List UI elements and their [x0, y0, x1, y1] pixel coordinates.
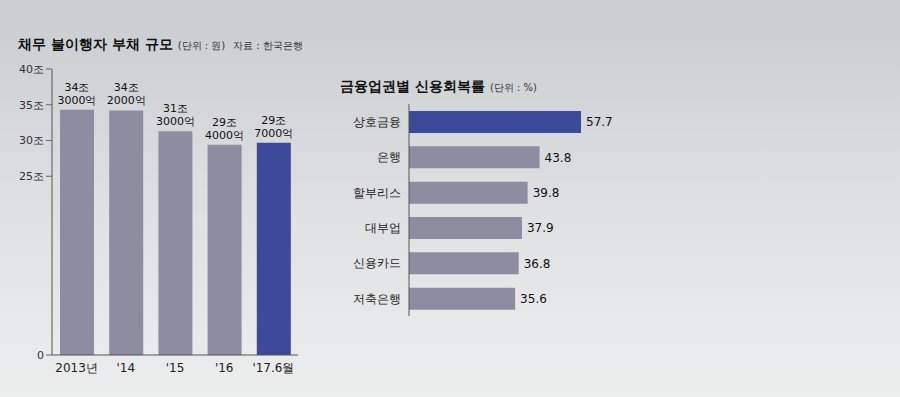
svg-text:'15: '15	[166, 361, 185, 375]
svg-text:43.8: 43.8	[545, 151, 572, 165]
svg-text:할부리스: 할부리스	[353, 186, 401, 200]
svg-text:0: 0	[37, 349, 44, 362]
svg-text:34조3000억: 34조3000억	[58, 81, 97, 107]
svg-text:35.6: 35.6	[520, 292, 547, 306]
svg-text:신용카드: 신용카드	[353, 256, 401, 270]
svg-text:37.9: 37.9	[527, 221, 554, 235]
svg-text:39.8: 39.8	[533, 186, 560, 200]
svg-text:29조7000억: 29조7000억	[254, 114, 293, 140]
svg-text:30조: 30조	[19, 134, 44, 147]
html-text:금융업권별 신용회복률 (단위 : %): 금융업권별 신용회복률 (단위 : %)	[340, 78, 537, 94]
svg-text:40조: 40조	[19, 63, 44, 76]
svg-text:36.8: 36.8	[524, 257, 551, 271]
svg-text:31조3000억: 31조3000억	[156, 102, 195, 128]
svg-text:34조2000억: 34조2000억	[107, 81, 146, 107]
svg-text:저축은행: 저축은행	[353, 292, 401, 306]
svg-text:상호금융: 상호금융	[353, 115, 401, 129]
svg-text:'17.6월: '17.6월	[252, 361, 294, 375]
svg-text:2013년: 2013년	[55, 361, 98, 375]
svg-text:35조: 35조	[19, 99, 44, 112]
svg-text:29조4000억: 29조4000억	[205, 116, 244, 142]
html-text:채무 불이행자 부채 규모 (단위 : 원): 채무 불이행자 부채 규모 (단위 : 원)	[18, 36, 226, 52]
svg-text:25조: 25조	[19, 170, 44, 183]
html-text:자료 : 한국은행: 자료 : 한국은행	[233, 40, 303, 51]
svg-text:대부업: 대부업	[365, 221, 401, 235]
svg-text:은행: 은행	[377, 150, 401, 164]
svg-text:'14: '14	[117, 361, 136, 375]
svg-text:57.7: 57.7	[586, 115, 613, 129]
svg-text:'16: '16	[215, 361, 234, 375]
